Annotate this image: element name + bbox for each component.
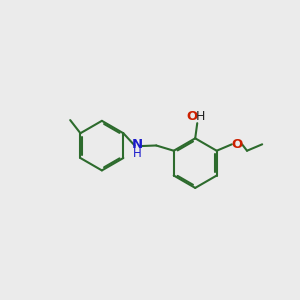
Text: H: H xyxy=(196,110,206,123)
Text: O: O xyxy=(232,138,243,151)
Text: N: N xyxy=(132,138,143,151)
Text: O: O xyxy=(186,110,198,123)
Text: H: H xyxy=(133,147,142,160)
